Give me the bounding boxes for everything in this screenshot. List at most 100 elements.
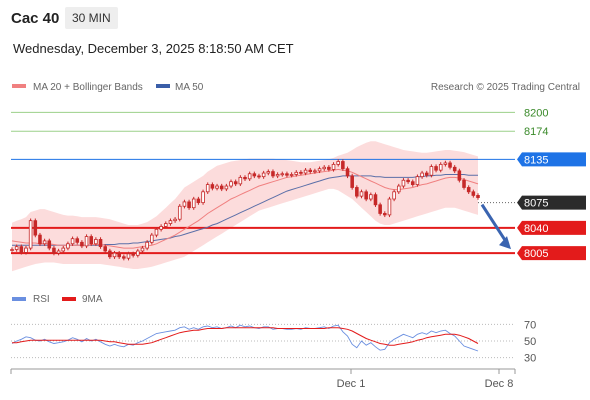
candle-body <box>364 191 368 200</box>
candle-body <box>280 173 285 176</box>
ma50-legend-label: MA 50 <box>175 82 204 93</box>
candle-body <box>215 185 219 189</box>
candle-body <box>369 194 373 200</box>
candle-body <box>466 187 471 193</box>
candle-body <box>299 171 303 174</box>
rsi-tick-70: 70 <box>524 319 536 331</box>
candle-body <box>373 194 378 206</box>
candle-body <box>355 187 359 197</box>
candle-body <box>136 250 140 256</box>
level-label-8075: 8075 <box>524 198 548 210</box>
candle-body <box>252 173 257 177</box>
candle-body <box>159 226 163 230</box>
candle-body <box>94 239 98 245</box>
candle-body <box>201 191 205 204</box>
candlesticks <box>10 159 480 261</box>
candle-body <box>289 174 294 176</box>
candle-body <box>131 253 135 256</box>
candle-body <box>317 168 322 172</box>
ma50-legend-swatch <box>156 84 170 88</box>
candle-body <box>38 234 42 245</box>
level-label-8005: 8005 <box>524 248 548 260</box>
bollinger-band-fill <box>12 141 478 272</box>
bollinger-bands <box>12 141 478 272</box>
candle-body <box>66 243 70 249</box>
candle-body <box>359 191 364 197</box>
candle-body <box>266 171 271 174</box>
candle-body <box>406 179 410 183</box>
candle-body <box>19 246 24 253</box>
candle-body <box>89 236 94 245</box>
candle-body <box>448 162 452 168</box>
candle-body <box>219 185 224 190</box>
candle-body <box>108 250 112 258</box>
candle-body <box>163 223 168 227</box>
rsi-legend-label: RSI <box>33 294 50 305</box>
candle-body <box>387 198 392 216</box>
candle-body <box>47 240 52 249</box>
candle-body <box>434 166 438 171</box>
candle-body <box>350 175 354 188</box>
candle-body <box>476 195 480 198</box>
candle-body <box>126 253 131 259</box>
candle-body <box>75 238 80 243</box>
candle-body <box>303 169 308 174</box>
candle-body <box>52 247 56 254</box>
ma9-legend-label: 9MA <box>82 294 103 305</box>
candle-body <box>308 169 313 172</box>
candle-body <box>378 204 382 214</box>
candle-body <box>140 247 145 252</box>
header: Cac 40 30 MIN <box>0 0 590 38</box>
candle-body <box>224 185 229 190</box>
candle-body <box>229 181 233 187</box>
candle-body <box>14 246 19 250</box>
candle-body <box>420 172 424 178</box>
candle-body <box>122 256 126 259</box>
timeframe-button[interactable]: 30 MIN <box>65 7 118 29</box>
price-levels <box>11 111 515 255</box>
candle-body <box>233 181 238 185</box>
candle-body <box>410 181 415 185</box>
rsi-tick-50: 50 <box>524 336 536 348</box>
candle-body <box>424 172 429 176</box>
candle-body <box>28 220 33 249</box>
candle-body <box>471 191 476 196</box>
candle-body <box>345 168 350 177</box>
level-label-8174: 8174 <box>524 126 548 138</box>
rsi-panel: 70 50 30 <box>11 319 536 365</box>
candle-body <box>112 252 117 258</box>
candle-body <box>383 213 387 216</box>
candle-body <box>401 179 406 187</box>
rsi-legend-swatch <box>12 297 26 301</box>
level-label-8135: 8135 <box>524 154 548 166</box>
rsi-ma9-line <box>12 327 479 346</box>
candle-body <box>210 184 215 189</box>
candle-body <box>294 171 299 175</box>
candle-body <box>392 191 396 200</box>
candle-body <box>462 179 466 188</box>
candle-body <box>275 174 280 177</box>
candle-body <box>56 250 61 254</box>
candle-body <box>145 241 149 249</box>
level-label-8040: 8040 <box>524 223 548 235</box>
candle-body <box>10 249 14 251</box>
candle-body <box>182 201 187 207</box>
candle-body <box>415 176 420 185</box>
level-label-8200: 8200 <box>524 107 548 119</box>
candle-body <box>285 173 289 176</box>
candle-body <box>173 218 177 222</box>
candle-body <box>322 166 327 170</box>
credit-label: Research © 2025 Trading Central <box>431 82 580 93</box>
level-tag-8075 <box>517 195 586 210</box>
candle-body <box>457 170 462 181</box>
symbol-title: Cac 40 <box>11 10 60 27</box>
candle-body <box>154 228 159 236</box>
candle-body <box>61 247 66 252</box>
candle-body <box>257 175 261 178</box>
candle-body <box>331 163 336 170</box>
candle-body <box>452 166 457 172</box>
forecast-arrow-head <box>499 236 511 250</box>
candle-body <box>238 176 243 185</box>
